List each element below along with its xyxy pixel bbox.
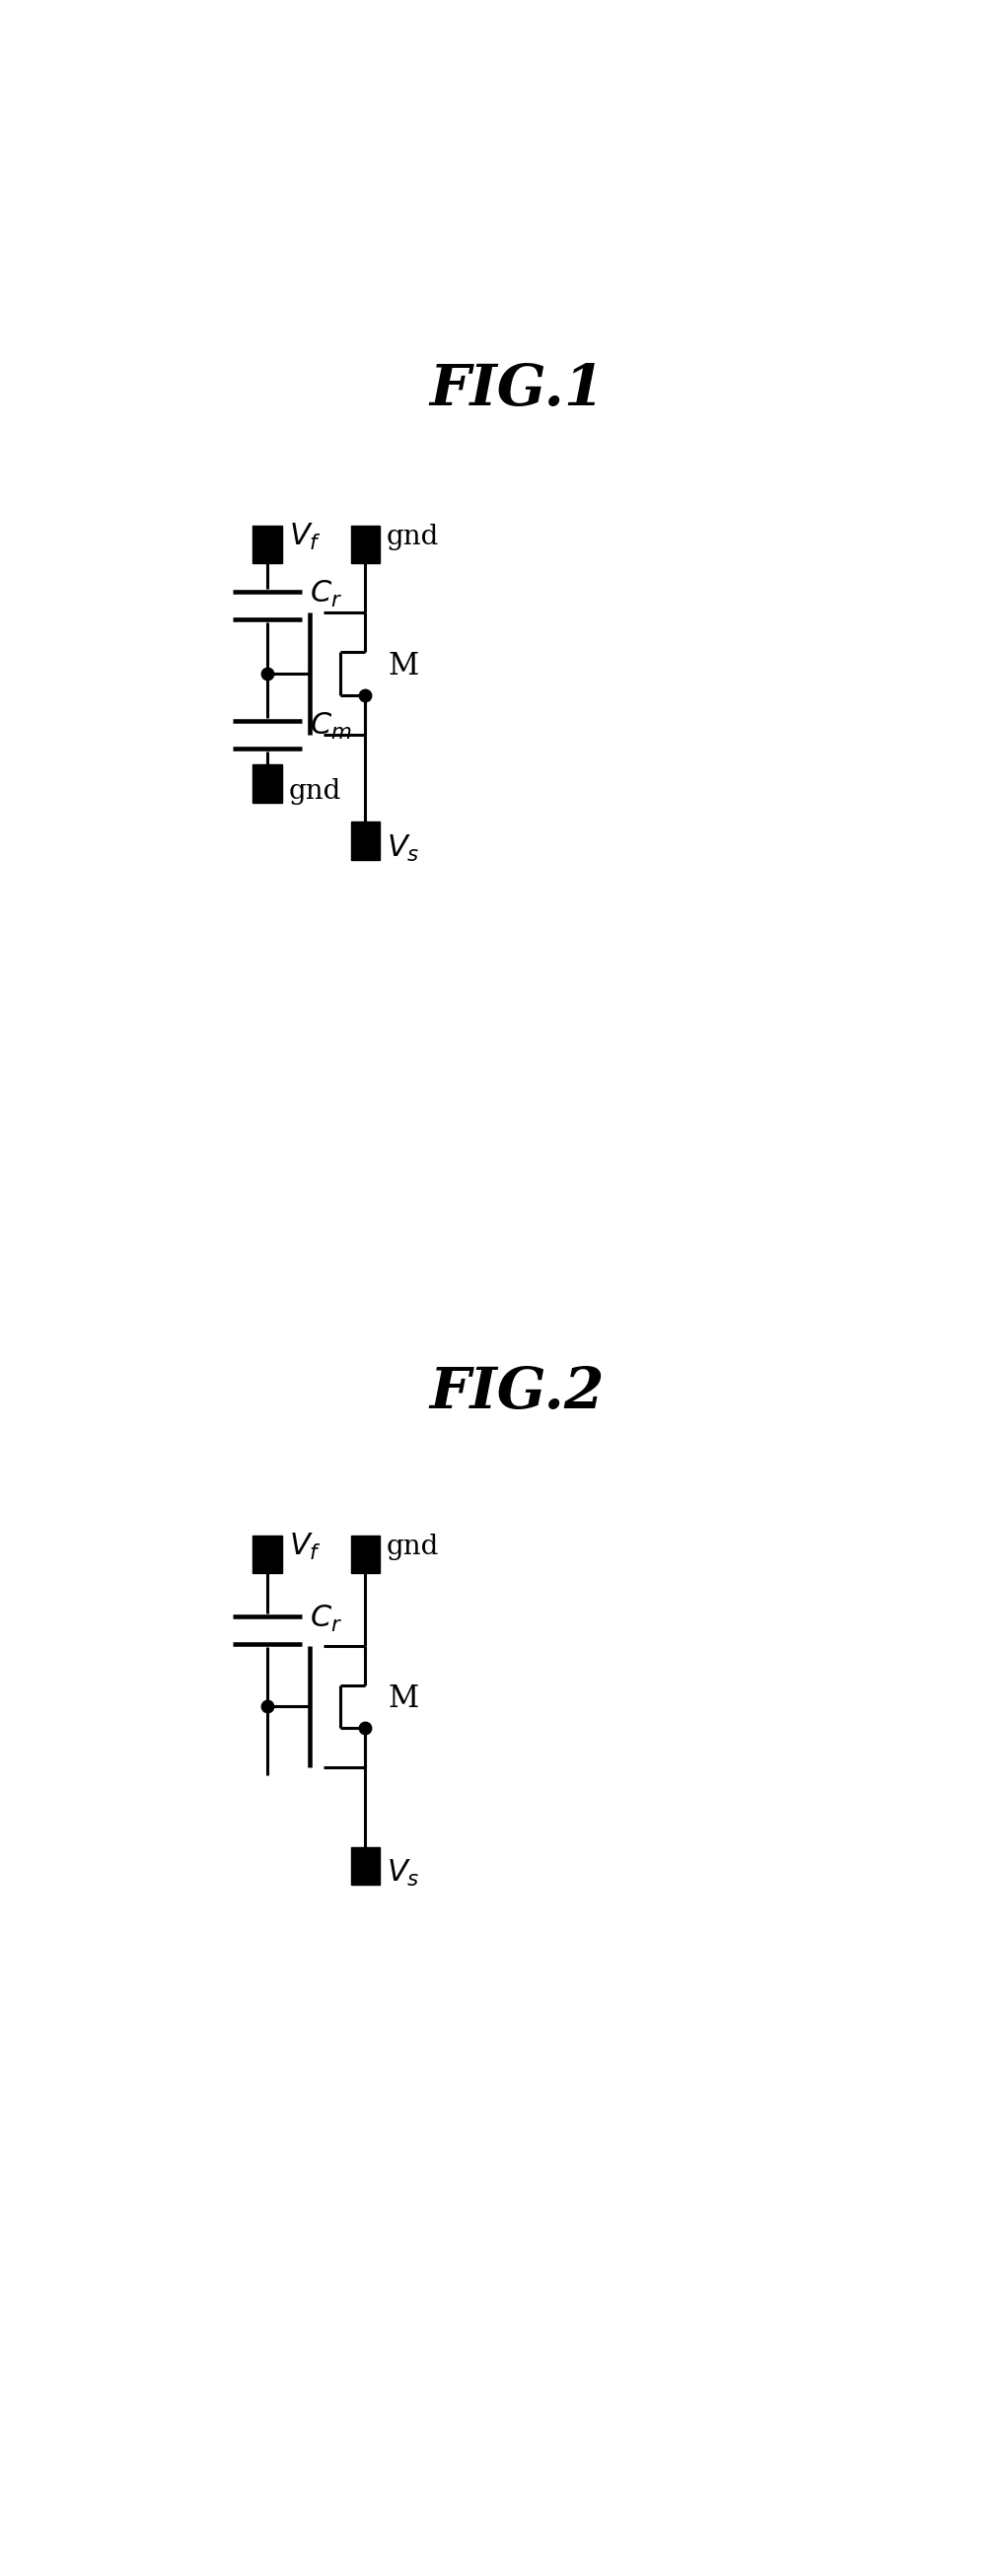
Text: gnd: gnd — [289, 778, 342, 804]
Text: $C_r$: $C_r$ — [309, 580, 342, 611]
Text: $V_s$: $V_s$ — [387, 1857, 419, 1888]
Text: gnd: gnd — [387, 523, 439, 551]
Bar — [351, 1847, 380, 1886]
Text: FIG.2: FIG.2 — [429, 1365, 604, 1419]
Bar — [351, 1535, 380, 1574]
Text: M: M — [388, 1685, 419, 1713]
Bar — [351, 526, 380, 564]
Text: $V_s$: $V_s$ — [387, 832, 419, 863]
Text: FIG.1: FIG.1 — [429, 363, 604, 417]
Text: M: M — [388, 652, 419, 680]
Text: $V_f$: $V_f$ — [289, 520, 322, 551]
Text: $C_m$: $C_m$ — [309, 711, 352, 742]
Bar — [253, 1535, 282, 1574]
Bar — [253, 765, 282, 804]
Text: $V_f$: $V_f$ — [289, 1533, 322, 1561]
Text: gnd: gnd — [387, 1533, 439, 1561]
Bar — [351, 822, 380, 860]
Text: $C_r$: $C_r$ — [309, 1605, 342, 1633]
Bar — [253, 526, 282, 564]
